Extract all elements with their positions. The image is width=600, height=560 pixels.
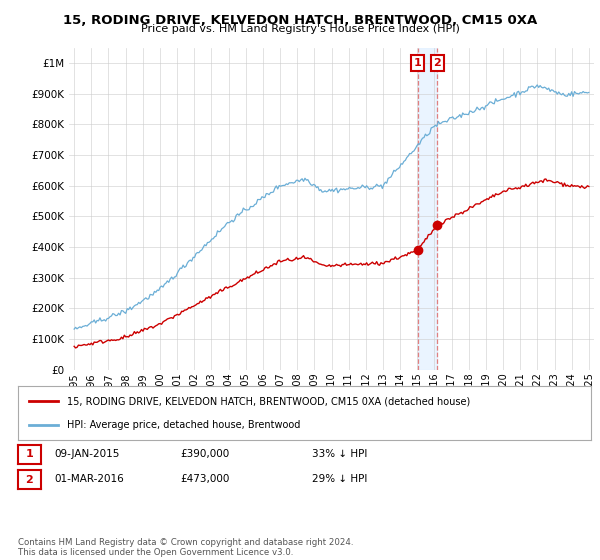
Text: Contains HM Land Registry data © Crown copyright and database right 2024.
This d: Contains HM Land Registry data © Crown c… (18, 538, 353, 557)
Text: £390,000: £390,000 (180, 449, 229, 459)
Text: HPI: Average price, detached house, Brentwood: HPI: Average price, detached house, Bren… (67, 419, 300, 430)
Text: 2: 2 (433, 58, 441, 68)
Text: 33% ↓ HPI: 33% ↓ HPI (312, 449, 367, 459)
Text: Price paid vs. HM Land Registry's House Price Index (HPI): Price paid vs. HM Land Registry's House … (140, 24, 460, 34)
Text: 29% ↓ HPI: 29% ↓ HPI (312, 474, 367, 484)
Text: £473,000: £473,000 (180, 474, 229, 484)
Text: 1: 1 (414, 58, 422, 68)
Text: 01-MAR-2016: 01-MAR-2016 (54, 474, 124, 484)
Text: 1: 1 (26, 450, 33, 459)
Text: 2: 2 (26, 475, 33, 484)
Text: 15, RODING DRIVE, KELVEDON HATCH, BRENTWOOD, CM15 0XA (detached house): 15, RODING DRIVE, KELVEDON HATCH, BRENTW… (67, 396, 470, 407)
Text: 15, RODING DRIVE, KELVEDON HATCH, BRENTWOOD, CM15 0XA: 15, RODING DRIVE, KELVEDON HATCH, BRENTW… (63, 14, 537, 27)
Text: 09-JAN-2015: 09-JAN-2015 (54, 449, 119, 459)
Bar (418, 48, 437, 370)
